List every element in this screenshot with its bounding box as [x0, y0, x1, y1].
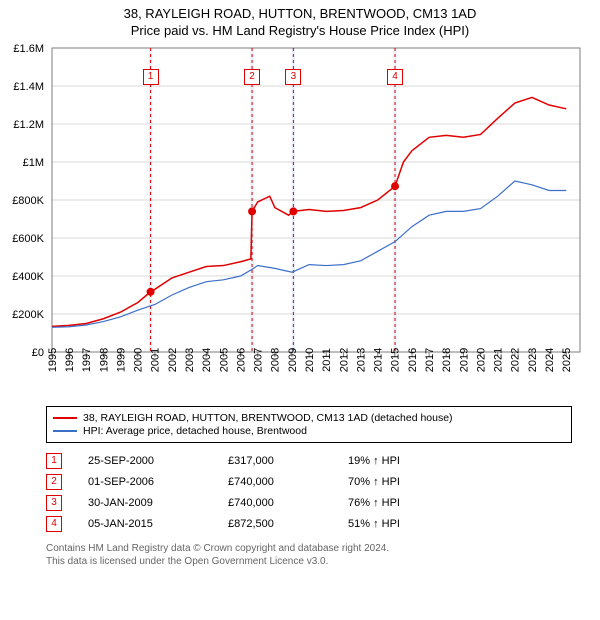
transaction-price: £317,000 — [228, 455, 348, 467]
event-marker-1: 1 — [143, 69, 159, 85]
svg-text:2018: 2018 — [441, 348, 453, 372]
svg-text:2020: 2020 — [475, 348, 487, 372]
svg-text:2016: 2016 — [407, 348, 419, 372]
legend-swatch — [53, 417, 77, 419]
svg-text:£200K: £200K — [12, 309, 44, 321]
transaction-row: 2 01-SEP-2006£740,00070% ↑ HPI — [46, 474, 572, 490]
svg-text:2010: 2010 — [304, 348, 316, 372]
transaction-marker: 1 — [46, 453, 62, 469]
chart-container: 38, RAYLEIGH ROAD, HUTTON, BRENTWOOD, CM… — [0, 0, 600, 568]
svg-text:2005: 2005 — [218, 348, 230, 372]
svg-text:1995: 1995 — [47, 348, 59, 372]
svg-text:1997: 1997 — [81, 348, 93, 372]
transaction-diff: 76% ↑ HPI — [348, 497, 468, 509]
svg-text:£400K: £400K — [12, 271, 44, 283]
svg-text:2002: 2002 — [167, 348, 179, 372]
svg-text:2021: 2021 — [493, 348, 505, 372]
svg-text:2015: 2015 — [390, 348, 402, 372]
transaction-price: £872,500 — [228, 518, 348, 530]
event-marker-2: 2 — [244, 69, 260, 85]
svg-text:2012: 2012 — [338, 348, 350, 372]
transactions-table: 1 25-SEP-2000£317,00019% ↑ HPI 2 01-SEP-200… — [46, 453, 572, 532]
legend-swatch — [53, 430, 77, 432]
svg-text:2024: 2024 — [544, 348, 556, 372]
transaction-date: 30-JAN-2009 — [88, 497, 228, 509]
legend-item-0: 38, RAYLEIGH ROAD, HUTTON, BRENTWOOD, CM… — [53, 412, 565, 424]
transaction-date: 25-SEP-2000 — [88, 455, 228, 467]
svg-text:2017: 2017 — [424, 348, 436, 372]
title-line-1: 38, RAYLEIGH ROAD, HUTTON, BRENTWOOD, CM… — [0, 6, 600, 21]
svg-text:2014: 2014 — [373, 348, 385, 372]
svg-text:2006: 2006 — [235, 348, 247, 372]
event-marker-4: 4 — [387, 69, 403, 85]
footer-line-1: Contains HM Land Registry data © Crown c… — [46, 542, 572, 555]
legend-label: 38, RAYLEIGH ROAD, HUTTON, BRENTWOOD, CM… — [83, 412, 453, 424]
svg-text:2001: 2001 — [150, 348, 162, 372]
svg-text:2004: 2004 — [201, 348, 213, 372]
svg-text:2023: 2023 — [527, 348, 539, 372]
svg-text:1996: 1996 — [64, 348, 76, 372]
transaction-date: 05-JAN-2015 — [88, 518, 228, 530]
svg-text:£0: £0 — [32, 347, 44, 359]
event-marker-3: 3 — [285, 69, 301, 85]
svg-text:£1.2M: £1.2M — [13, 119, 44, 131]
transaction-price: £740,000 — [228, 476, 348, 488]
svg-text:1998: 1998 — [98, 348, 110, 372]
footer-attribution: Contains HM Land Registry data © Crown c… — [46, 542, 572, 568]
footer-line-2: This data is licensed under the Open Gov… — [46, 555, 572, 568]
transaction-marker: 4 — [46, 516, 62, 532]
svg-text:£800K: £800K — [12, 195, 44, 207]
svg-text:2013: 2013 — [355, 348, 367, 372]
transaction-marker: 3 — [46, 495, 62, 511]
svg-text:2019: 2019 — [458, 348, 470, 372]
svg-text:£1.4M: £1.4M — [13, 81, 44, 93]
legend-item-1: HPI: Average price, detached house, Bren… — [53, 425, 565, 437]
transaction-row: 3 30-JAN-2009£740,00076% ↑ HPI — [46, 495, 572, 511]
legend-label: HPI: Average price, detached house, Bren… — [83, 425, 307, 437]
transaction-diff: 19% ↑ HPI — [348, 455, 468, 467]
transaction-row: 1 25-SEP-2000£317,00019% ↑ HPI — [46, 453, 572, 469]
svg-text:2025: 2025 — [561, 348, 573, 372]
title-line-2: Price paid vs. HM Land Registry's House … — [0, 23, 600, 38]
svg-text:2008: 2008 — [270, 348, 282, 372]
svg-text:£600K: £600K — [12, 233, 44, 245]
svg-text:2011: 2011 — [321, 348, 333, 372]
legend: 38, RAYLEIGH ROAD, HUTTON, BRENTWOOD, CM… — [46, 406, 572, 443]
title-block: 38, RAYLEIGH ROAD, HUTTON, BRENTWOOD, CM… — [0, 0, 600, 40]
transaction-price: £740,000 — [228, 497, 348, 509]
svg-text:£1.6M: £1.6M — [13, 43, 44, 55]
svg-text:2003: 2003 — [184, 348, 196, 372]
transaction-row: 4 05-JAN-2015£872,50051% ↑ HPI — [46, 516, 572, 532]
chart-plot: £0 £200K £400K £600K £800K £1M £1.2M £1.4M £1.6M… — [0, 40, 600, 400]
svg-text:2007: 2007 — [253, 348, 265, 372]
chart-svg: £0 £200K £400K £600K £800K £1M £1.2M £1.4M £1.6M… — [0, 40, 600, 400]
svg-text:2022: 2022 — [510, 348, 522, 372]
svg-text:2009: 2009 — [287, 348, 299, 372]
svg-text:£1M: £1M — [23, 157, 44, 169]
transaction-marker: 2 — [46, 474, 62, 490]
transaction-diff: 70% ↑ HPI — [348, 476, 468, 488]
transaction-date: 01-SEP-2006 — [88, 476, 228, 488]
svg-text:2000: 2000 — [133, 348, 145, 372]
svg-text:1999: 1999 — [115, 348, 127, 372]
transaction-diff: 51% ↑ HPI — [348, 518, 468, 530]
